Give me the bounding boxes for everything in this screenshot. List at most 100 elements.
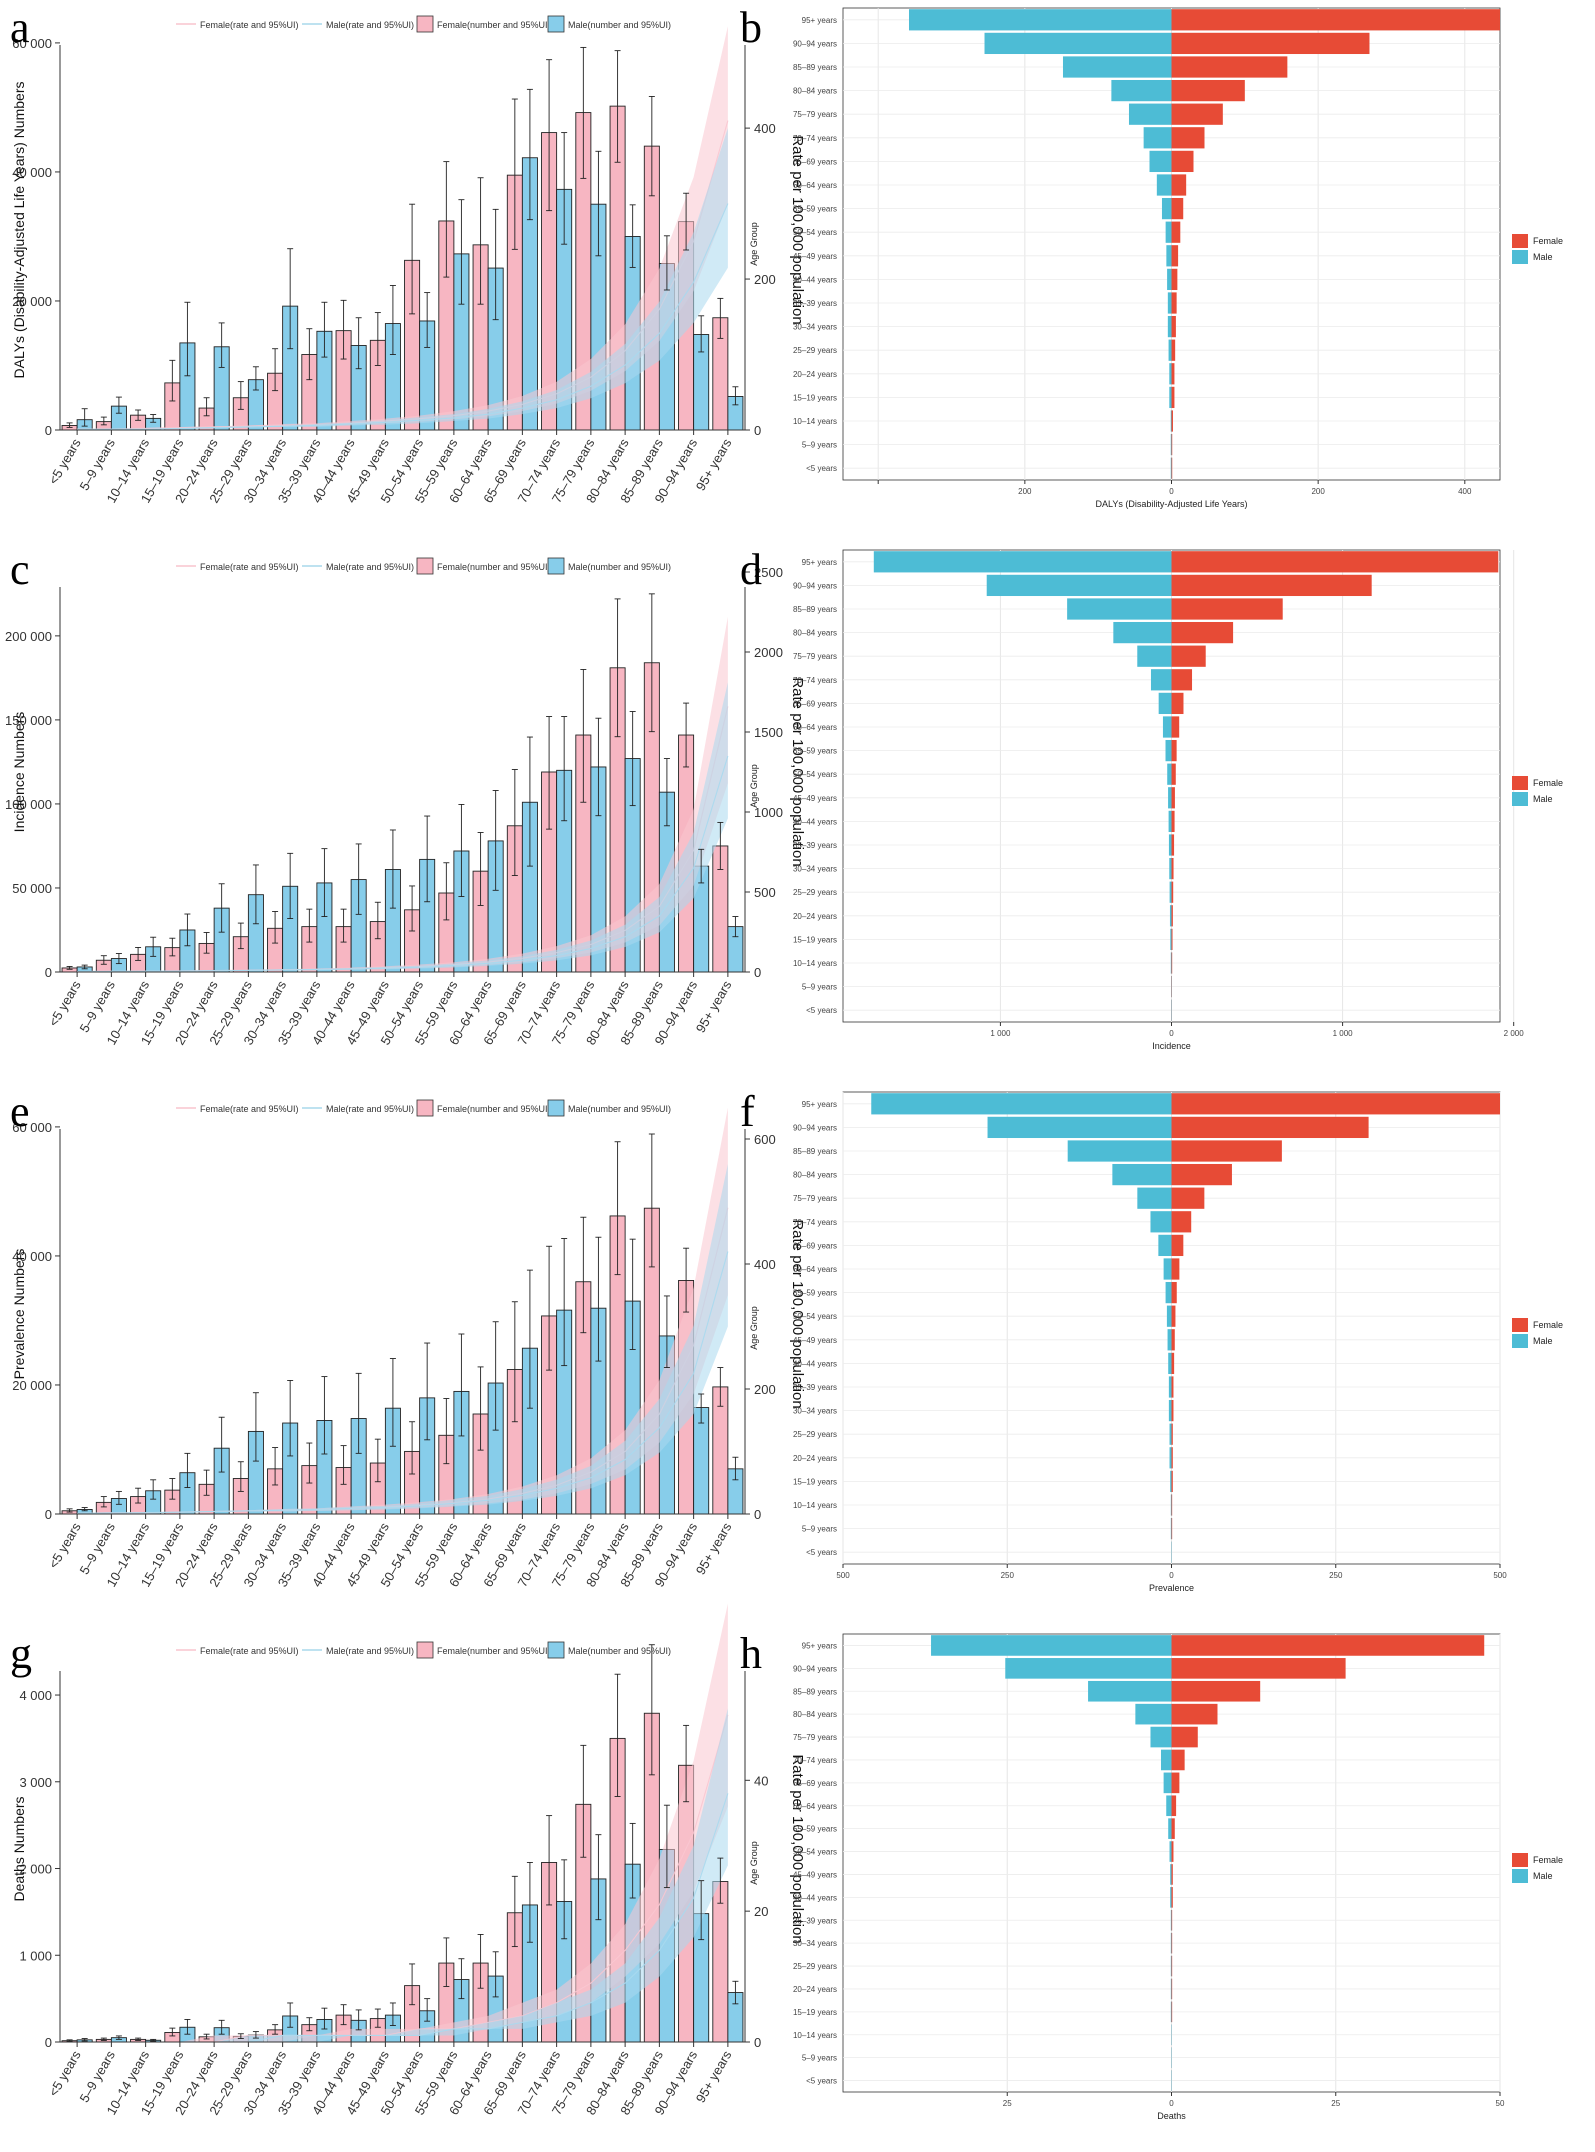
y2-tick-label: 400 [754,121,776,136]
panel-a: a Female(rate and 95%UI) Male(rate and 95… [0,0,806,540]
panel-d: d 95+ years 90–94 years 85–89 years 80–84 y… [740,542,1595,1082]
male-bar [1137,645,1172,667]
x-tick-label: 0 [1169,2099,1174,2108]
y-tick-label: 20 000 [12,294,52,309]
y-tick-label: 65–69 years [793,1779,837,1788]
male-bar [1156,174,1172,196]
y-tick-label: 15–19 years [793,393,837,402]
chart-d-svg: 95+ years 90–94 years 85–89 years 80–84 yea… [749,549,1563,1051]
y-tick-label: 5–9 years [802,983,837,992]
male-bar [1167,315,1172,338]
y-tick-label: 60–64 years [793,1265,837,1274]
y-tick-label: 45–49 years [793,794,837,803]
female-bar [1171,433,1173,456]
male-rate-line [77,203,729,430]
y-axis-title: DALYs (Disability-Adjusted Life Years) N… [11,82,27,379]
y-tick-label: 10–14 years [793,417,837,426]
male-bar [1163,1258,1172,1280]
female-bar [1171,645,1206,667]
y2-tick-label: 2500 [754,565,783,580]
male-bar [1128,103,1172,125]
female-bar [1171,268,1178,291]
female-bar [1171,1116,1369,1139]
female-bar [1171,1749,1185,1771]
panel-b: b 95+ years 90–94 years 85–89 years 80–84 y… [740,0,1595,540]
legend-female-label: Female [1533,778,1563,788]
y2-tick-label: 2000 [754,645,783,660]
y-tick-label: 80–84 years [793,1171,837,1180]
male-bar [1113,621,1172,644]
x-tick-label: 200 [1311,487,1325,496]
y-tick-label: 35–39 years [793,299,837,308]
legend-male-label: Male [1533,1871,1553,1881]
legend-male-number-key [547,15,565,33]
y-tick-label: 55–59 years [793,205,837,214]
y-tick-label: 5–9 years [802,441,837,450]
male-bar [1143,127,1172,149]
female-bar [1171,9,1500,31]
x-tick-label: 0 [1169,487,1174,496]
male-bar [1170,1978,1172,2000]
y2-axis-title: Rate per 100,000 population [789,1754,806,1943]
male-bar [1167,763,1172,785]
female-bar [1171,810,1175,833]
legend-male-number-key [547,1099,565,1117]
y-axis-title: Deaths Numbers [11,1796,27,1901]
y-tick-label: 95+ years [802,1641,837,1650]
y2-tick-label: 500 [754,885,776,900]
panel-f: f 95+ years 90–94 years 85–89 years 80–84 y… [740,1084,1595,1624]
female-bar [1171,1281,1177,1304]
y-tick-label: 0 [45,423,52,438]
x-tick-label: <5 years [46,2048,84,2099]
male-bar [1170,433,1172,456]
y-tick-label: 4 000 [19,1688,52,1703]
male-bar [1170,410,1172,432]
panel-letter: d [740,545,762,594]
male-bar [986,574,1172,597]
female-bar [1171,881,1174,903]
female-bar [1171,1703,1218,1725]
male-bar [1165,739,1172,762]
male-bar [1168,339,1172,361]
legend-male-number-key [547,1641,565,1659]
y-tick-label: 50–54 years [793,1848,837,1857]
y-tick-label: 45–49 years [793,252,837,261]
y-tick-label: 85–89 years [793,1687,837,1696]
female-bar [1171,339,1176,361]
female-bar [1171,787,1175,809]
y-tick-label: 40 000 [12,1249,52,1264]
male-bar [1169,1841,1172,1862]
legend-male-rate-label: Male(rate and 95%UI) [326,20,414,30]
male-bar [1112,1163,1172,1186]
x-tick-label: 0 [1169,1029,1174,1038]
y-tick-label: 50 000 [12,881,52,896]
female-bar [1171,1841,1174,1862]
y-tick-label: 60 000 [12,1120,52,1135]
y2-axis-title: Rate per 100,000 population [789,677,806,866]
y-tick-label: 150 000 [5,713,52,728]
panel-letter: f [740,1087,755,1136]
panel-letter: e [10,1087,30,1136]
female-bar [1171,56,1288,78]
y-tick-label: 80–84 years [793,1710,837,1719]
y-tick-label: 10–14 years [793,2031,837,2040]
male-bar [1150,669,1172,691]
female-bar [1171,1818,1175,1839]
y-tick-label: 20 000 [12,1378,52,1393]
male-bar [1158,692,1172,715]
y-tick-label: 20–24 years [793,912,837,921]
x-tick-label: 500 [1493,1571,1507,1580]
panel-letter: h [740,1629,762,1678]
male-bar [1169,857,1172,880]
female-bar [1171,739,1177,762]
x-axis-title: DALYs (Disability-Adjusted Life Years) [1096,499,1248,509]
female-bar [1171,1955,1173,1977]
male-bar [1170,1887,1172,1908]
legend-female-number-label: Female(number and 95%UI) [437,562,551,572]
y-tick-label: 80–84 years [793,629,837,638]
y2-axis-title: Rate per 100,000 population [789,135,806,324]
male-bar [1165,221,1172,243]
male-bar [1166,1305,1172,1327]
y-tick-label: 95+ years [802,558,837,567]
male-bar [1162,716,1172,738]
